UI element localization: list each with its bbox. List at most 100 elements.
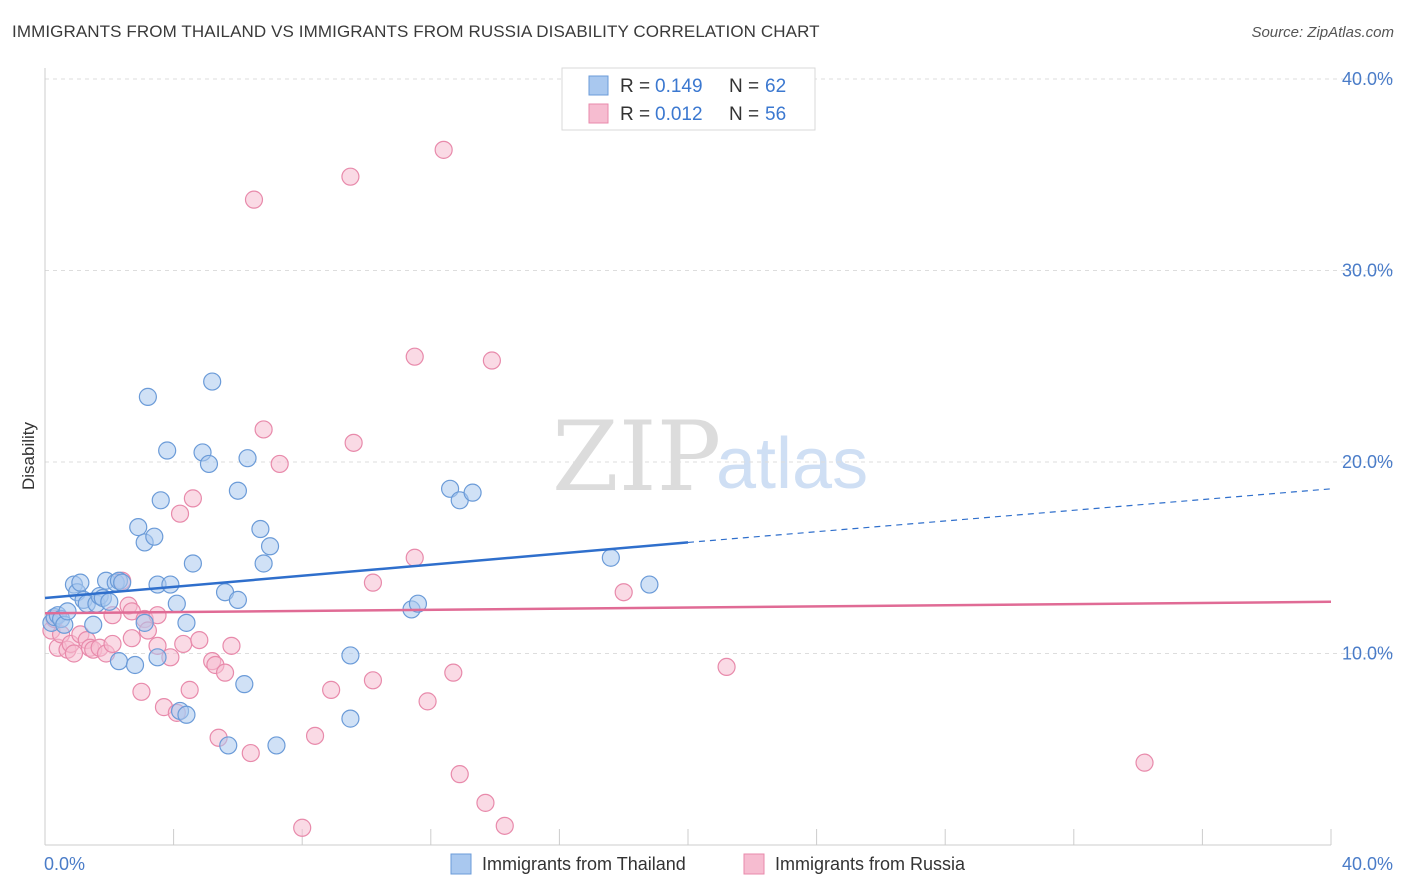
thailand-point xyxy=(71,573,90,592)
y-tick-label: 40.0% xyxy=(1342,69,1393,89)
russia-point xyxy=(293,818,312,837)
legend-top: R = 0.149 N = 62 R = 0.012 N = 56 xyxy=(561,67,816,131)
thailand-point xyxy=(135,613,154,632)
thailand-trend-line xyxy=(44,541,689,600)
russia-trend-line xyxy=(44,600,1332,615)
thailand-point xyxy=(151,491,170,510)
russia-point xyxy=(405,548,424,567)
russia-point xyxy=(476,793,495,812)
russia-point xyxy=(174,634,193,654)
russia-point xyxy=(482,351,501,370)
thailand-point xyxy=(109,652,129,671)
russia-point xyxy=(305,726,325,745)
legend-thailand-r-label: R = xyxy=(620,76,650,97)
thailand-point xyxy=(58,602,77,621)
russia-point xyxy=(1135,753,1154,772)
russia-point xyxy=(363,671,383,690)
y-tick-label: 20.0% xyxy=(1342,452,1393,472)
x-tick-label-min: 0.0% xyxy=(44,854,85,874)
thailand-point xyxy=(148,648,167,667)
thailand-point xyxy=(158,441,177,460)
source-label: Source: ZipAtlas.com xyxy=(1251,24,1394,41)
thailand-point xyxy=(640,575,659,594)
russia-point xyxy=(717,657,736,677)
legend-bottom-thailand-label: Immigrants from Thailand xyxy=(482,854,686,874)
russia-point xyxy=(450,765,469,784)
thailand-point xyxy=(238,449,257,468)
thailand-point xyxy=(177,613,196,632)
legend-russia-swatch xyxy=(588,103,609,124)
y-tick-label: 10.0% xyxy=(1342,644,1393,664)
russia-point xyxy=(132,682,151,701)
russia-point xyxy=(418,692,437,711)
legend-russia-n-value: 56 xyxy=(765,104,786,125)
russia-point xyxy=(363,573,383,592)
legend-russia-r-value: 0.012 xyxy=(655,104,703,125)
watermark-atlas: atlas xyxy=(716,424,868,504)
russia-point xyxy=(244,190,264,209)
russia-series-points xyxy=(42,140,1154,837)
thailand-point xyxy=(183,554,202,573)
thailand-series-points xyxy=(42,372,659,755)
thailand-point xyxy=(84,615,103,634)
trend-lines xyxy=(44,488,1332,615)
watermark: ZIP atlas xyxy=(552,401,868,513)
x-ticks xyxy=(44,829,1332,845)
chart-title: IMMIGRANTS FROM THAILAND VS IMMIGRANTS F… xyxy=(12,22,820,41)
legend-thailand-swatch xyxy=(588,75,609,96)
thailand-point xyxy=(125,655,145,675)
x-tick-label-max: 40.0% xyxy=(1342,854,1393,874)
y-axis-label: Disability xyxy=(19,421,38,490)
russia-point xyxy=(215,663,235,682)
watermark-zip: ZIP xyxy=(552,401,721,513)
legend-bottom: Immigrants from Thailand Immigrants from… xyxy=(450,853,966,875)
thailand-point xyxy=(235,675,254,694)
thailand-point xyxy=(177,705,196,724)
legend-russia-n-label: N = xyxy=(729,104,759,125)
thailand-point xyxy=(463,483,482,502)
thailand-point xyxy=(199,454,219,474)
y-tick-labels: 10.0% 20.0% 30.0% 40.0% xyxy=(1342,69,1393,664)
thailand-point xyxy=(601,548,620,567)
legend-bottom-russia-label: Immigrants from Russia xyxy=(775,854,966,874)
russia-point xyxy=(341,167,360,186)
thailand-point xyxy=(254,554,273,573)
russia-point xyxy=(495,816,514,835)
russia-point xyxy=(444,663,463,682)
thailand-point xyxy=(145,527,164,546)
russia-point xyxy=(64,644,84,663)
russia-point xyxy=(614,583,633,602)
thailand-point xyxy=(203,372,222,391)
russia-point xyxy=(190,630,209,650)
thailand-point xyxy=(167,594,186,613)
thailand-point xyxy=(219,736,238,755)
legend-thailand-n-label: N = xyxy=(729,76,759,97)
thailand-trend-extension xyxy=(687,488,1332,544)
thailand-point xyxy=(341,709,360,728)
russia-point xyxy=(170,504,190,523)
thailand-point xyxy=(228,481,247,500)
russia-point xyxy=(222,636,241,655)
russia-point xyxy=(103,634,122,654)
russia-point xyxy=(122,629,141,648)
russia-point xyxy=(180,680,199,699)
thailand-point xyxy=(161,575,180,594)
thailand-point xyxy=(228,590,247,609)
thailand-point xyxy=(408,594,428,613)
russia-point xyxy=(322,680,341,699)
legend-bottom-russia-swatch xyxy=(743,853,765,875)
russia-point xyxy=(254,420,273,439)
thailand-point xyxy=(251,519,270,539)
legend-russia-r-label: R = xyxy=(620,104,650,125)
gridlines xyxy=(45,78,1393,654)
legend-thailand-r-value: 0.149 xyxy=(655,76,703,97)
russia-point xyxy=(183,489,202,508)
legend-bottom-thailand-swatch xyxy=(450,853,472,875)
thailand-point xyxy=(129,518,148,537)
thailand-point xyxy=(267,736,286,755)
russia-point xyxy=(270,454,289,474)
legend-thailand-n-value: 62 xyxy=(765,76,786,97)
y-tick-label: 30.0% xyxy=(1342,261,1393,281)
thailand-point xyxy=(341,646,360,665)
